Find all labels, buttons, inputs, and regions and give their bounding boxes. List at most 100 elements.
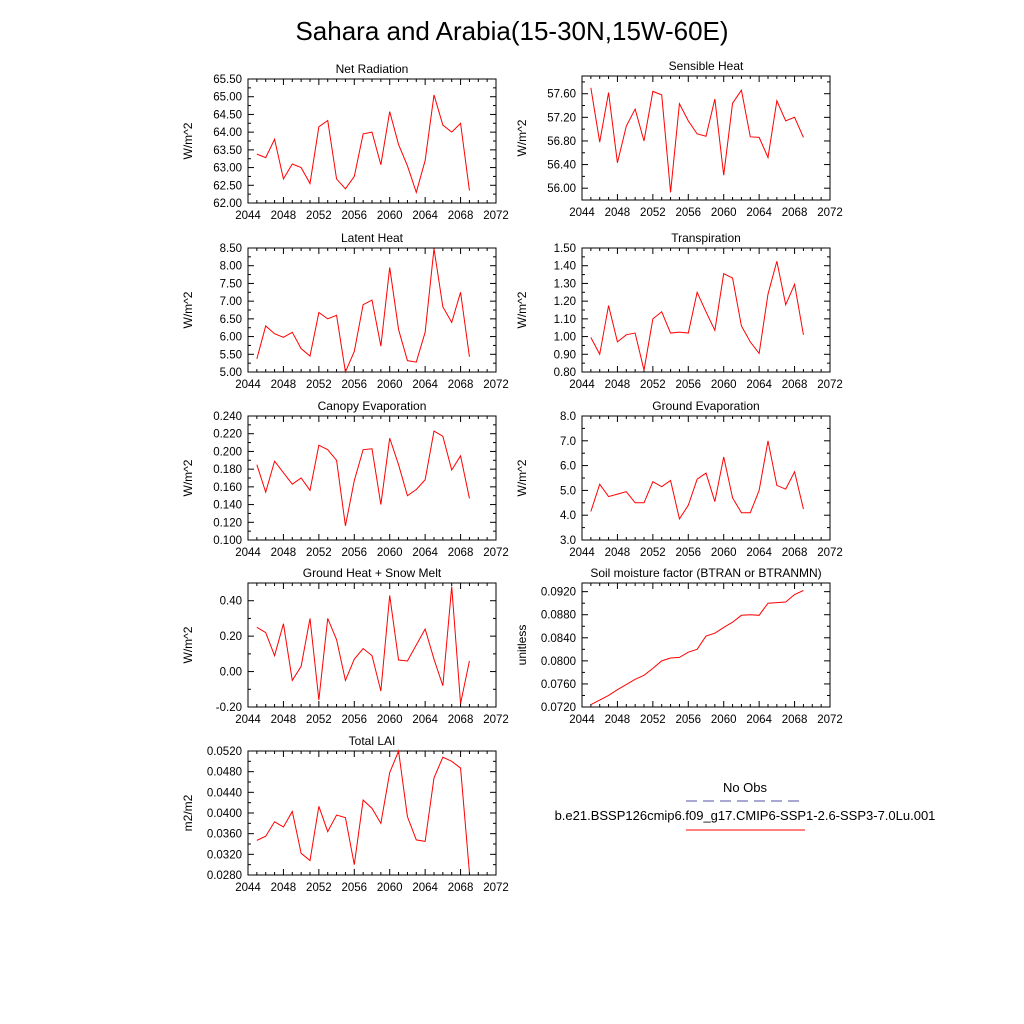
x-tick-label: 2048: [605, 379, 631, 391]
x-tick-label: 2048: [271, 379, 297, 391]
x-tick-label: 2052: [640, 379, 666, 391]
series-line: [256, 248, 470, 374]
x-tick-label: 2052: [640, 207, 666, 219]
x-tick-label: 2068: [448, 379, 474, 391]
y-tick-label: 0.0720: [541, 702, 576, 714]
legend-label-model: b.e21.BSSP126cmip6.f09_g17.CMIP6-SSP1-2.…: [555, 808, 936, 823]
panel-canopy-evaporation: Canopy Evaporation 2044 2048 2052 2056 2060 20…: [181, 399, 509, 559]
y-tick-label: 6.00: [220, 332, 242, 344]
x-tick-label: 2072: [483, 210, 509, 222]
panel-title: Soil moisture factor (BTRAN or BTRANMN): [590, 566, 821, 580]
x-tick-label: 2068: [782, 207, 808, 219]
y-axis-label: W/m^2: [515, 291, 529, 328]
panel-frame: [581, 247, 831, 373]
y-tick-label: 1.20: [554, 296, 576, 308]
y-tick-label: 0.40: [220, 596, 242, 608]
panel-title: Latent Heat: [341, 231, 404, 245]
series-line: [590, 87, 804, 193]
y-tick-label: 8.0: [560, 411, 576, 423]
y-tick-label: 1.40: [554, 261, 576, 273]
y-tick-label: 5.00: [220, 367, 242, 379]
y-tick-label: 56.00: [547, 183, 576, 195]
y-tick-label: 62.50: [213, 180, 242, 192]
y-tick-label: 8.50: [220, 243, 242, 255]
y-tick-label: 0.120: [213, 517, 242, 529]
x-tick-label: 2068: [782, 714, 808, 726]
x-tick-label: 2068: [782, 379, 808, 391]
y-tick-label: 63.50: [213, 145, 242, 157]
x-tick-label: 2072: [817, 379, 843, 391]
x-tick-label: 2060: [377, 882, 403, 894]
series-line: [590, 440, 804, 521]
y-tick-label: 1.50: [554, 243, 576, 255]
x-tick-label: 2060: [711, 207, 737, 219]
y-tick-label: 0.0800: [541, 656, 576, 668]
x-tick-label: 2072: [817, 207, 843, 219]
panel-title: Ground Heat + Snow Melt: [303, 566, 442, 580]
x-tick-label: 2064: [412, 210, 438, 222]
y-tick-label: 62.00: [213, 198, 242, 210]
y-tick-label: 0.180: [213, 464, 242, 476]
x-tick-label: 2048: [605, 547, 631, 559]
x-tick-label: 2064: [746, 207, 772, 219]
panel-total-lai: Total LAI 2044 2048 2052 2056 2060 2064 2068 207…: [181, 734, 509, 894]
y-tick-label: 8.00: [220, 261, 242, 273]
x-tick-label: 2060: [711, 379, 737, 391]
panel-sensible-heat: Sensible Heat 2044 2048 2052 2056 2060 2064 206…: [515, 59, 843, 219]
y-tick-label: 65.00: [213, 92, 242, 104]
y-tick-label: 5.50: [220, 349, 242, 361]
panel-title: Net Radiation: [336, 62, 409, 76]
x-tick-label: 2064: [412, 882, 438, 894]
y-tick-label: 0.0920: [541, 587, 576, 599]
panel-transpiration: Transpiration 2044 2048 2052 2056 2060 2064 206…: [515, 231, 843, 391]
panel-soil-moisture-factor-btran-or-btranmn: Soil moisture factor (BTRAN or BTRANMN) 2…: [515, 566, 843, 726]
y-tick-label: 0.20: [220, 631, 242, 643]
y-tick-label: 56.80: [547, 136, 576, 148]
y-tick-label: 0.00: [220, 667, 242, 679]
x-tick-label: 2044: [569, 714, 595, 726]
x-tick-label: 2056: [341, 714, 367, 726]
x-tick-label: 2064: [412, 547, 438, 559]
x-tick-label: 2052: [306, 547, 332, 559]
y-tick-label: 0.0520: [207, 746, 242, 758]
panel-title: Canopy Evaporation: [318, 399, 427, 413]
x-tick-label: 2068: [448, 547, 474, 559]
x-tick-label: 2052: [306, 379, 332, 391]
y-tick-label: 0.0400: [207, 808, 242, 820]
x-tick-label: 2064: [412, 379, 438, 391]
panel-frame: [247, 750, 497, 876]
x-tick-label: 2052: [640, 714, 666, 726]
series-line: [590, 590, 804, 706]
x-tick-label: 2052: [640, 547, 666, 559]
y-tick-label: 6.50: [220, 314, 242, 326]
y-tick-label: -0.20: [216, 702, 242, 714]
y-tick-label: 0.240: [213, 411, 242, 423]
x-tick-label: 2068: [448, 714, 474, 726]
x-tick-label: 2044: [235, 882, 261, 894]
panel-frame: [581, 415, 831, 541]
x-tick-label: 2072: [817, 714, 843, 726]
legend-label-no-obs: No Obs: [723, 780, 768, 795]
y-tick-label: 7.00: [220, 296, 242, 308]
y-tick-label: 65.50: [213, 74, 242, 86]
x-tick-label: 2048: [271, 210, 297, 222]
x-tick-label: 2048: [605, 714, 631, 726]
x-tick-label: 2048: [605, 207, 631, 219]
x-tick-label: 2048: [271, 882, 297, 894]
x-tick-label: 2064: [746, 547, 772, 559]
panel-frame: [247, 415, 497, 541]
panels: Net Radiation 2044 2048 2052 2056 2060 2064 206…: [181, 59, 843, 894]
series-line: [256, 430, 470, 526]
y-tick-label: 57.60: [547, 89, 576, 101]
panel-ground-heat-snow-melt: Ground Heat + Snow Melt 2044 2048 2052 2056 2…: [181, 566, 509, 726]
x-tick-label: 2044: [235, 547, 261, 559]
panel-frame: [247, 78, 497, 204]
x-tick-label: 2056: [675, 714, 701, 726]
x-tick-label: 2068: [448, 210, 474, 222]
y-tick-label: 0.0280: [207, 870, 242, 882]
y-tick-label: 0.140: [213, 500, 242, 512]
x-tick-label: 2048: [271, 714, 297, 726]
series-line: [590, 261, 804, 371]
y-axis-label: W/m^2: [515, 119, 529, 156]
x-tick-label: 2048: [271, 547, 297, 559]
